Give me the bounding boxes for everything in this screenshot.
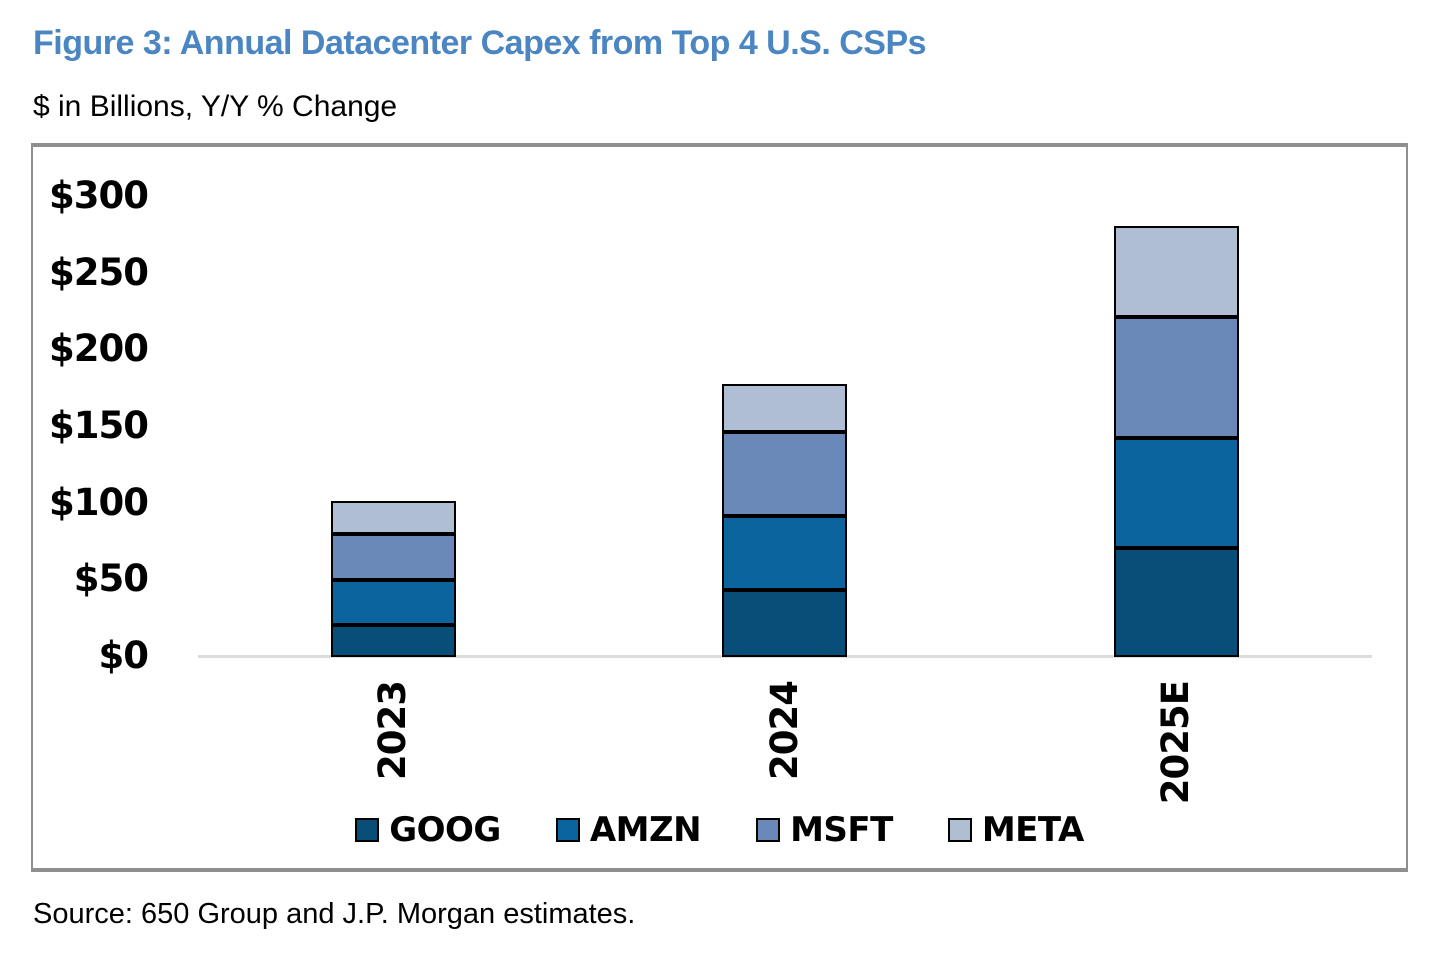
legend-swatch-msft xyxy=(756,818,781,842)
category-label-2024: 2024 xyxy=(762,681,806,780)
legend-label-goog: GOOG xyxy=(389,810,501,850)
plot-area: $0 $50 $100 $150 $200 $250 $300 2023 2024 2025E GO… xyxy=(33,147,1406,868)
legend-item-amzn: AMZN xyxy=(555,810,702,850)
legend-item-goog: GOOG xyxy=(355,810,501,850)
legend-label-amzn: AMZN xyxy=(589,810,702,850)
y-tick-label: $250 xyxy=(49,250,149,294)
legend-swatch-meta xyxy=(947,818,972,842)
legend-swatch-amzn xyxy=(555,818,580,842)
bar-segment-amzn-2024 xyxy=(722,515,847,590)
legend: GOOG AMZN MSFT META xyxy=(33,810,1406,850)
figure-subtitle: $ in Billions, Y/Y % Change xyxy=(33,90,398,123)
bar-segment-msft-2024 xyxy=(722,431,847,516)
bar-segment-goog-2024 xyxy=(722,589,847,657)
source-note: Source: 650 Group and J.P. Morgan estima… xyxy=(33,898,636,930)
y-tick-label: $300 xyxy=(49,174,149,217)
bar-segment-msft-2023 xyxy=(330,534,456,581)
legend-item-meta: META xyxy=(947,810,1084,850)
bar-segment-meta-2025E xyxy=(1113,226,1239,317)
bar-segment-meta-2024 xyxy=(722,384,847,432)
figure-title: Figure 3: Annual Datacenter Capex from T… xyxy=(33,24,927,62)
bar-segment-meta-2023 xyxy=(330,500,456,535)
y-tick-label: $150 xyxy=(49,404,149,447)
y-tick-label: $50 xyxy=(73,557,149,601)
bar-segment-amzn-2025E xyxy=(1113,437,1239,549)
category-label-2025E: 2025E xyxy=(1154,681,1197,805)
bar-segment-goog-2023 xyxy=(330,624,456,657)
legend-label-meta: META xyxy=(981,810,1084,850)
chart-frame: $0 $50 $100 $150 $200 $250 $300 2023 2024 2025E GO… xyxy=(31,143,1408,872)
bar-segment-amzn-2023 xyxy=(330,580,456,625)
bar-segment-msft-2025E xyxy=(1113,316,1239,438)
y-tick-label: $0 xyxy=(98,634,150,677)
category-label-2023: 2023 xyxy=(371,681,414,780)
bar-segment-goog-2025E xyxy=(1113,548,1239,657)
y-tick-label: $100 xyxy=(49,480,149,524)
legend-swatch-goog xyxy=(355,818,380,842)
legend-item-msft: MSFT xyxy=(756,810,893,850)
y-tick-label: $200 xyxy=(49,327,149,371)
legend-label-msft: MSFT xyxy=(790,810,893,850)
